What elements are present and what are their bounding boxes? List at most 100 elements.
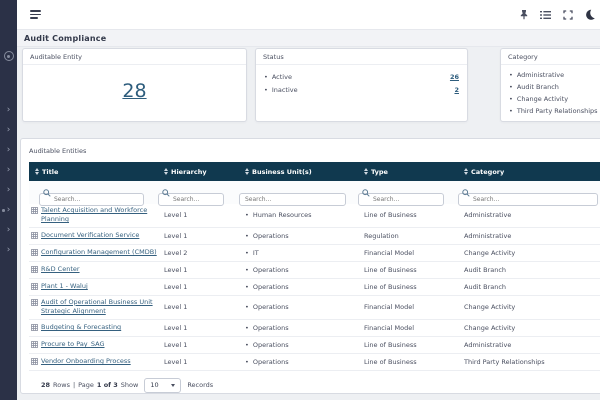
business-unit-cell: Operations (239, 265, 358, 274)
title-search-input[interactable] (39, 193, 144, 206)
column-header-hierarchy[interactable]: Hierarchy (158, 168, 239, 176)
type-cell: Line of Business (364, 282, 417, 291)
category-cell: Third Party Relationships (464, 357, 545, 366)
table-body: Talent Acquisition and Workforce Plannin… (29, 204, 600, 371)
entity-title-link[interactable]: Document Verification Service (41, 231, 140, 240)
grid-icon (31, 358, 38, 365)
entity-title-link[interactable]: Budgeting & Forecasting (41, 322, 122, 331)
topbar-actions (518, 9, 600, 20)
separator: | (72, 381, 76, 390)
hierarchy-cell: Level 1 (164, 282, 188, 291)
pin-icon[interactable] (518, 9, 529, 20)
category-cell: Audit Branch (464, 282, 507, 291)
grid-icon (31, 232, 38, 240)
pagination-bar: 28 Rows | Page 1 of 3 Show 10 Records (21, 371, 600, 393)
hierarchy-cell: Level 2 (164, 248, 188, 257)
chevron-down-icon (171, 383, 176, 387)
hierarchy-cell: Level 1 (164, 323, 188, 332)
entity-title-link[interactable]: Talent Acquisition and Workforce Plannin… (41, 206, 148, 224)
hierarchy-cell: Level 1 (164, 357, 188, 366)
column-header-category[interactable]: Category (458, 168, 600, 176)
status-label: Active (264, 73, 292, 81)
type-cell: Line of Business (364, 211, 417, 220)
search-icon (43, 189, 51, 197)
category-item: Audit Branch (509, 81, 600, 93)
auditable-entity-count-link[interactable]: 28 (122, 80, 147, 102)
search-icon (162, 189, 170, 197)
status-label: Inactive (264, 86, 298, 94)
sidebar-target-icon[interactable] (3, 51, 14, 61)
card-label: Category (501, 49, 600, 65)
records-label: Records (187, 381, 214, 390)
grid-icon (31, 207, 38, 214)
category-cell: Administrative (464, 340, 512, 349)
type-cell: Financial Model (364, 248, 415, 257)
type-cell: Regulation (364, 231, 399, 240)
dark-mode-moon-icon[interactable] (584, 9, 595, 20)
sidebar-expand-chevron-2[interactable] (0, 123, 17, 137)
search-icon (462, 189, 470, 197)
rows-label: Rows (53, 381, 70, 390)
table-title: Auditable Entities (29, 147, 87, 155)
sidebar-expand-chevron-4[interactable] (0, 163, 17, 177)
category-item: Administrative (509, 69, 600, 81)
hierarchy-search-input[interactable] (158, 193, 224, 206)
page-value: 1 of 3 (96, 381, 118, 390)
card-label: Status (256, 49, 467, 65)
show-label: Show (120, 381, 139, 390)
business-unit-cell: Operations (239, 282, 358, 291)
sidebar-expand-chevron-8[interactable] (0, 243, 17, 257)
table-row: R&D Center Level 1 Operations Line of Busin… (29, 262, 600, 279)
business-unit-cell: Operations (239, 298, 358, 317)
business-unit-cell: Operations (239, 340, 358, 349)
sidebar-expand-chevron-1[interactable] (0, 103, 17, 117)
status-inactive-count-link[interactable]: 2 (454, 85, 459, 94)
business-unit-cell: IT (239, 248, 358, 257)
column-header-title[interactable]: Title (29, 168, 158, 176)
status-row-active: Active 26 (264, 70, 459, 83)
business-unit-cell: Human Resources (239, 206, 358, 225)
entity-title-link[interactable]: Configuration Management (CMDB) (41, 248, 157, 257)
hierarchy-cell: Level 1 (164, 303, 188, 312)
status-active-count-link[interactable]: 26 (449, 72, 459, 81)
page-label: Page (78, 381, 94, 390)
page-title: Audit Compliance (17, 30, 600, 47)
type-cell: Line of Business (364, 265, 417, 274)
sidebar-expand-chevron-6[interactable] (0, 203, 17, 217)
column-header-type[interactable]: Type (358, 168, 458, 176)
business-unit-cell: Operations (239, 231, 358, 240)
table-row: Procure to Pay_SAG Level 1 Operations Line … (29, 337, 600, 354)
grid-icon (31, 283, 38, 291)
table-row: Vendor Onboarding Process Level 1 Operatio… (29, 354, 600, 371)
entity-title-link[interactable]: R&D Center (41, 265, 80, 274)
entity-title-link[interactable]: Plant 1 - Waluj (41, 282, 88, 291)
card-category: Category Administrative Audit Branch Cha… (500, 48, 600, 122)
category-search-input[interactable] (458, 193, 598, 206)
fullscreen-icon[interactable] (562, 9, 573, 20)
grid-icon (31, 249, 38, 257)
grid-icon (31, 266, 38, 274)
sidebar-expand-chevron-5[interactable] (0, 183, 17, 197)
hamburger-menu-icon[interactable] (30, 10, 41, 19)
category-cell: Change Activity (464, 303, 516, 312)
table-row: Audit of Operational Business Unit Strat… (29, 296, 600, 320)
entity-title-link[interactable]: Procure to Pay_SAG (41, 339, 105, 348)
business-unit-search-input[interactable] (239, 193, 346, 206)
table-row: Document Verification Service Level 1 Oper… (29, 228, 600, 245)
entity-title-link[interactable]: Vendor Onboarding Process (41, 356, 131, 365)
hierarchy-cell: Level 1 (164, 265, 188, 274)
auditable-entities-panel: Auditable Entities Title Hierarchy Busin… (20, 138, 600, 394)
sidebar-expand-chevron-7[interactable] (0, 223, 17, 237)
page-size-select[interactable]: 10 (144, 377, 182, 393)
entity-title-link[interactable]: Audit of Operational Business Unit Strat… (41, 297, 153, 316)
rows-count: 28 (41, 381, 51, 390)
sidebar-expand-chevron-3[interactable] (0, 143, 17, 157)
category-cell: Administrative (464, 211, 512, 220)
column-header-business-units[interactable]: Business Unit(s) (239, 168, 358, 176)
business-unit-cell: Operations (239, 357, 358, 366)
topbar (17, 0, 600, 30)
type-search-input[interactable] (358, 193, 444, 206)
list-icon[interactable] (540, 9, 551, 20)
hierarchy-cell: Level 1 (164, 340, 188, 349)
